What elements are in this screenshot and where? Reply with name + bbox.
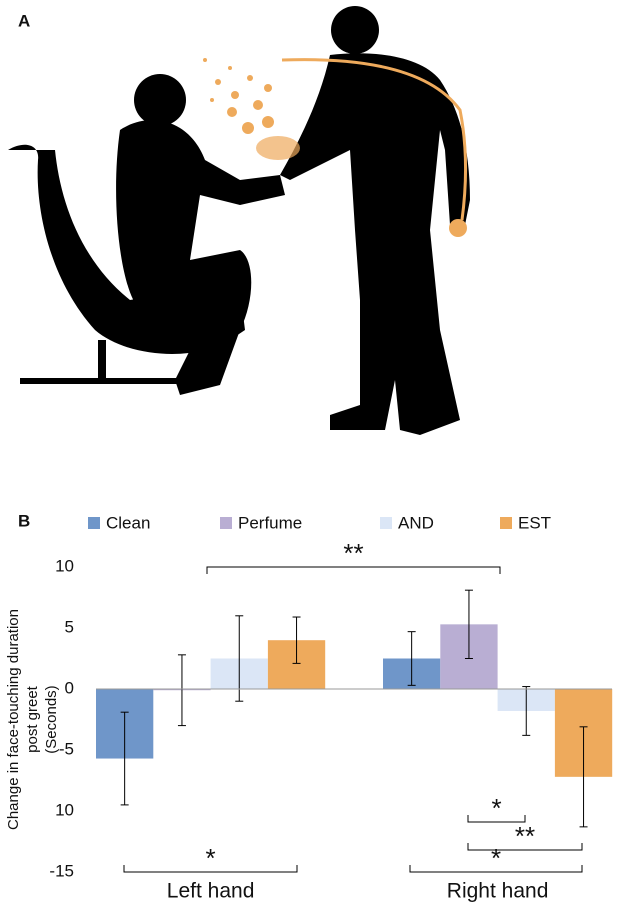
- scent: [203, 58, 468, 237]
- y-axis-label: (Seconds): [43, 685, 60, 753]
- dot: [210, 98, 214, 102]
- hand-glow: [449, 219, 467, 237]
- significance-label: *: [491, 793, 501, 823]
- y-tick-label: 5: [65, 617, 74, 636]
- legend-swatch: [88, 517, 100, 529]
- illustration: [8, 6, 470, 435]
- y-tick-label: 10: [55, 800, 74, 819]
- legend-label: Perfume: [238, 513, 302, 532]
- chair-stand: [98, 340, 106, 380]
- legend-label: Clean: [106, 513, 150, 532]
- dot: [215, 79, 221, 85]
- y-axis-label: post greet: [24, 685, 41, 753]
- dot: [231, 91, 239, 99]
- legend-swatch: [500, 517, 512, 529]
- significance-label: *: [491, 843, 501, 873]
- scent-cloud: [256, 136, 300, 160]
- dot: [203, 58, 207, 62]
- legend-swatch: [220, 517, 232, 529]
- legend-label: EST: [518, 513, 551, 532]
- legend-label: AND: [398, 513, 434, 532]
- dot: [242, 122, 254, 134]
- significance-bracket: [409, 865, 583, 873]
- significance-bracket: [467, 843, 583, 851]
- significance-label: **: [343, 538, 363, 568]
- dot: [247, 75, 253, 81]
- arm-path: [281, 58, 468, 221]
- dot: [227, 107, 237, 117]
- standing-body: [280, 53, 470, 435]
- x-tick-label: Left hand: [167, 880, 255, 903]
- dot: [228, 66, 232, 70]
- y-tick-label: 0: [65, 678, 74, 697]
- y-axis-label: Change in face-touching duration: [5, 609, 22, 830]
- significance-bracket: [467, 815, 526, 823]
- significance-label: **: [515, 821, 535, 851]
- chair-base: [20, 378, 190, 384]
- significance-label: *: [205, 843, 215, 873]
- panel-label: A: [18, 11, 30, 30]
- dot: [264, 84, 272, 92]
- dot: [262, 116, 274, 128]
- y-tick-label: 10: [55, 556, 74, 575]
- significance-bracket: [123, 865, 298, 873]
- y-tick-label: -15: [49, 861, 74, 880]
- legend-swatch: [380, 517, 392, 529]
- standing-head: [331, 6, 379, 54]
- seated-body: [116, 120, 285, 395]
- seated-head: [134, 74, 186, 126]
- panel-label: B: [18, 511, 30, 530]
- y-tick-label: -5: [59, 739, 74, 758]
- significance-bracket: [206, 566, 501, 574]
- x-tick-label: Right hand: [447, 880, 549, 903]
- dot: [253, 100, 263, 110]
